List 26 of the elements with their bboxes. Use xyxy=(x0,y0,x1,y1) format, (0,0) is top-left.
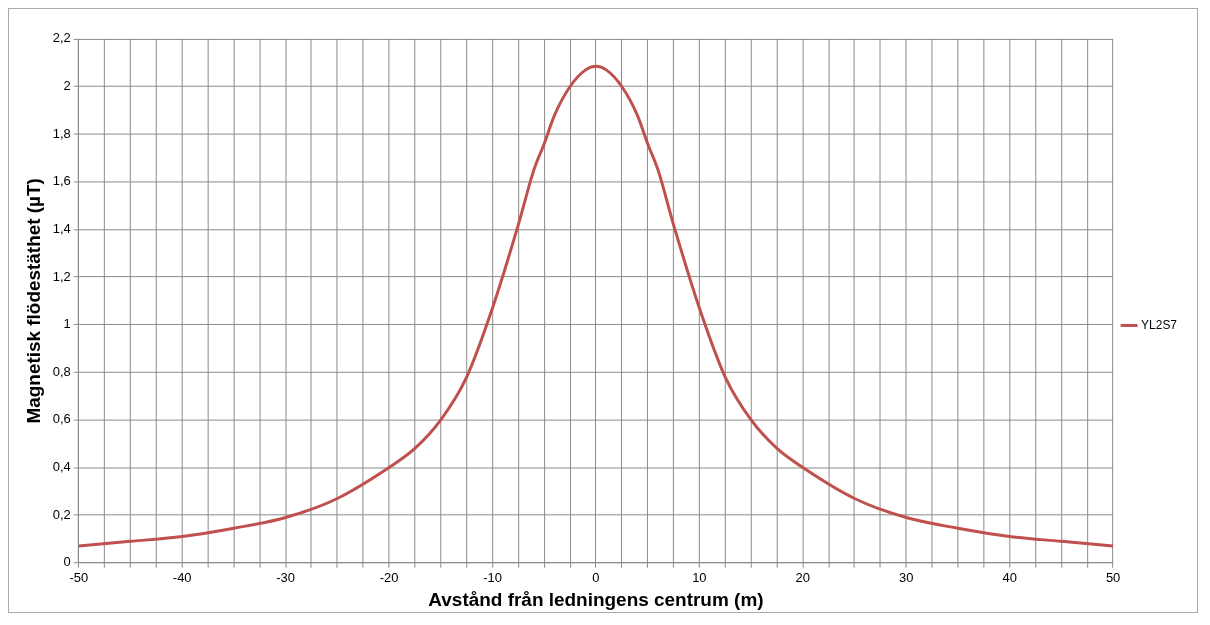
y-tick-label: 1 xyxy=(63,316,71,332)
x-tick-label: 40 xyxy=(1002,570,1017,586)
x-tick-label: 10 xyxy=(692,570,707,586)
x-tick-label: -40 xyxy=(172,570,192,586)
y-tick-label: 0,2 xyxy=(52,506,71,522)
x-tick-label: 30 xyxy=(899,570,914,586)
y-tick-label: 2 xyxy=(63,78,71,94)
x-tick-label: -20 xyxy=(379,570,399,586)
x-tick-label: -30 xyxy=(276,570,295,586)
x-tick-label: -10 xyxy=(483,570,502,586)
x-tick-label: 0 xyxy=(592,570,600,586)
y-tick-label: 1,4 xyxy=(52,220,71,236)
y-tick-label: 1,2 xyxy=(52,268,71,284)
x-tick-label: 20 xyxy=(795,570,811,586)
y-tick-label: 0,8 xyxy=(52,363,71,379)
y-tick-label: 1,8 xyxy=(52,125,71,141)
x-axis-title: Avstånd från ledningens centrum (m) xyxy=(428,588,764,610)
y-tick-label: 2,2 xyxy=(52,30,71,46)
x-tick-label: 50 xyxy=(1105,570,1121,586)
y-axis-title: Magnetisk flödestäthet (µT) xyxy=(22,178,44,424)
y-tick-label: 0 xyxy=(63,554,71,570)
legend-label: YL2S7 xyxy=(1141,317,1178,332)
y-tick-label: 0,6 xyxy=(52,411,71,427)
x-tick-label: -50 xyxy=(69,570,89,586)
y-tick-label: 0,4 xyxy=(52,459,71,475)
y-tick-label: 1,6 xyxy=(52,173,71,189)
